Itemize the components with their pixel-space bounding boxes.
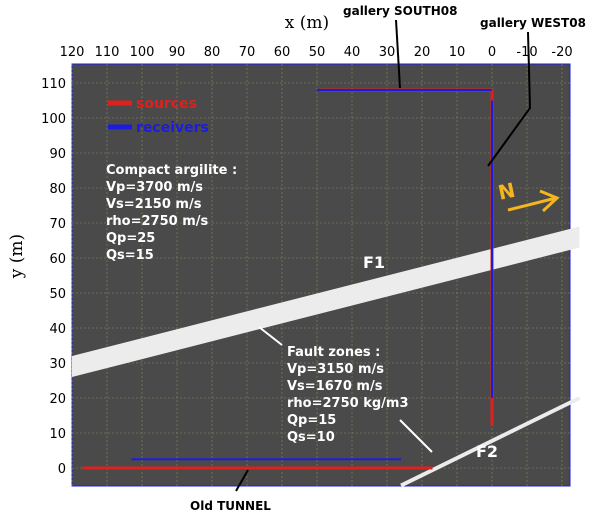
north-label: N: [496, 178, 517, 205]
y-tick-label-4: 40: [49, 322, 66, 337]
y-axis-title: y (m): [7, 234, 27, 279]
axis-ticks: 120 110 100 90 80 70 60 50 40 30 20 10 0 -10 -20010203…: [41, 45, 572, 477]
legend-label-receivers: receivers: [136, 120, 209, 136]
gallery-south08-leader: [395, 19, 401, 89]
fault-zones-line-0: Fault zones :: [287, 345, 380, 360]
fault-zones-line-2: Vs=1670 m/s: [287, 379, 383, 394]
x-tick-label-9: 30: [379, 45, 396, 60]
fault-line-f2: [400, 396, 581, 488]
legend-label-sources: sources: [136, 96, 197, 112]
fault-zones-line-5: Qs=10: [287, 430, 335, 445]
north-arrow-head: [539, 189, 560, 213]
x-tick-label-7: 50: [309, 45, 326, 60]
gallery-west08-leader: [487, 31, 532, 167]
x-tick-label-5: 70: [239, 45, 256, 60]
y-tick-label-9: 90: [49, 147, 66, 162]
y-tick-label-11: 110: [41, 77, 66, 92]
old-tunnel-leader: [235, 469, 249, 492]
x-tick-label-12: 0: [488, 45, 496, 60]
y-tick-label-0: 0: [58, 462, 66, 477]
source-receiver-lines: [82, 88, 494, 470]
y-tick-label-5: 50: [49, 287, 66, 302]
fault-label-f2: F2: [476, 442, 498, 461]
x-tick-label-13: -10: [516, 45, 537, 60]
gallery-west08-label: gallery WEST08: [480, 16, 586, 30]
fault-band-f1: [72, 226, 580, 377]
fault-zones-line-1: Vp=3150 m/s: [287, 362, 384, 377]
y-tick-label-3: 30: [49, 357, 66, 372]
x-tick-label-0: 120: [60, 45, 85, 60]
north-arrow-shaft: [507, 196, 557, 212]
x-tick-label-8: 40: [344, 45, 361, 60]
argilite-line-2: Vs=2150 m/s: [106, 197, 202, 212]
y-tick-label-7: 70: [49, 217, 66, 232]
x-tick-label-11: 10: [449, 45, 466, 60]
x-tick-label-3: 90: [169, 45, 186, 60]
y-tick-label-6: 60: [49, 252, 66, 267]
x-tick-label-4: 80: [204, 45, 221, 60]
y-tick-label-8: 80: [49, 182, 66, 197]
argilite-line-5: Qs=15: [106, 248, 154, 263]
x-tick-label-14: -20: [551, 45, 572, 60]
north-arrow: N: [496, 178, 560, 213]
argilite-line-3: rho=2750 m/s: [106, 214, 208, 229]
fault-zones: [72, 226, 581, 488]
argilite-line-0: Compact argilite :: [106, 163, 237, 178]
y-tick-label-10: 100: [41, 112, 66, 127]
fault-zones-leader-2: [399, 419, 433, 453]
x-axis-title: x (m): [285, 13, 329, 33]
material-box-argilite: Compact argilite : Vp=3700 m/s Vs=2150 m…: [106, 163, 237, 263]
plot-background: [71, 63, 571, 487]
y-tick-label-2: 20: [49, 392, 66, 407]
fault-zones-line-4: Qp=15: [287, 413, 336, 428]
legend: sources receivers: [108, 96, 209, 136]
x-tick-label-10: 20: [414, 45, 431, 60]
argilite-line-1: Vp=3700 m/s: [106, 180, 203, 195]
argilite-line-4: Qp=25: [106, 231, 155, 246]
fault-zones-leader: [258, 326, 283, 346]
x-tick-label-6: 60: [274, 45, 291, 60]
x-tick-label-2: 100: [130, 45, 155, 60]
x-tick-label-1: 110: [95, 45, 120, 60]
gallery-south08-label: gallery SOUTH08: [343, 4, 458, 18]
fault-zones-line-3: rho=2750 kg/m3: [287, 396, 409, 411]
old-tunnel-label: Old TUNNEL: [190, 499, 271, 513]
material-box-fault-zones: Fault zones : Vp=3150 m/s Vs=1670 m/s rh…: [287, 345, 409, 445]
y-tick-label-1: 10: [49, 427, 66, 442]
fault-label-f1: F1: [363, 253, 385, 272]
